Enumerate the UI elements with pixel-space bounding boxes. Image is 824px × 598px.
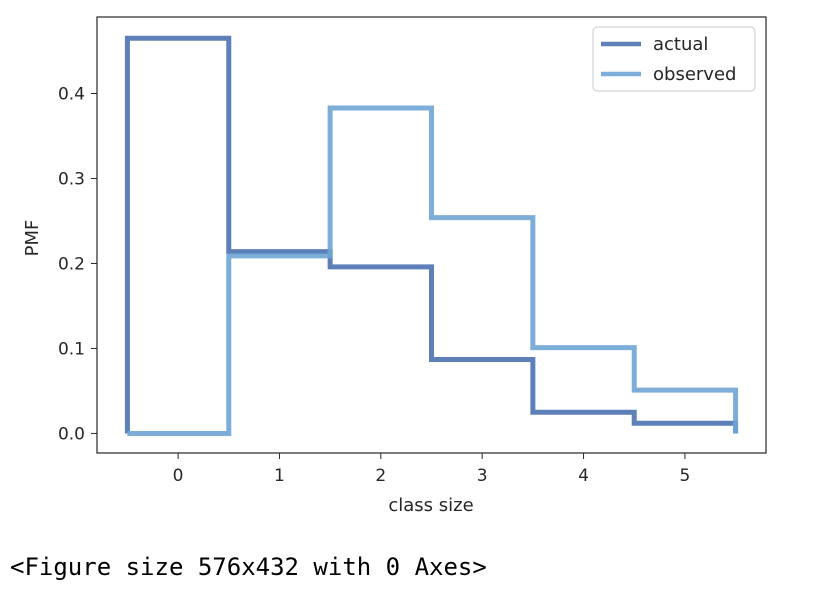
series-line-observed — [127, 105, 739, 436]
legend-label-actual: actual — [653, 34, 708, 55]
x-ticks: 0 1 2 3 4 5 — [173, 453, 690, 486]
x-tick-label: 2 — [375, 466, 386, 486]
x-axis-label: class size — [388, 495, 473, 516]
y-axis-label: PMF — [22, 220, 43, 257]
x-tick-label: 3 — [477, 466, 488, 486]
series-line-actual — [124, 35, 739, 434]
legend-label-observed: observed — [653, 64, 736, 85]
x-tick-label: 1 — [274, 466, 285, 486]
y-tick-label: 0.4 — [58, 84, 85, 104]
x-tick-label: 5 — [679, 466, 690, 486]
y-tick-label: 0.0 — [58, 424, 85, 444]
y-ticks: 0.0 0.1 0.2 0.3 0.4 — [58, 84, 97, 444]
figure-output-text: <Figure size 576x432 with 0 Axes> — [10, 553, 487, 581]
x-tick-label: 4 — [578, 466, 589, 486]
y-tick-label: 0.1 — [58, 339, 85, 359]
pmf-chart: 0 1 2 3 4 5 0.0 0.1 0.2 0.3 0.4 class size PMF ac… — [22, 16, 767, 516]
x-tick-label: 0 — [173, 466, 184, 486]
y-tick-label: 0.3 — [58, 169, 85, 189]
series-layer — [124, 35, 739, 436]
y-tick-label: 0.2 — [58, 254, 85, 274]
legend: actual observed — [592, 26, 756, 92]
plot-frame — [96, 16, 767, 454]
